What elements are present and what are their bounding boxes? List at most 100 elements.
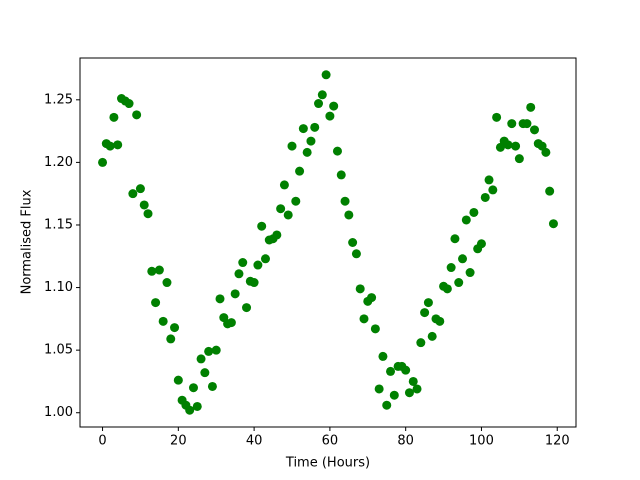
data-point [185,405,195,415]
data-point [321,70,331,80]
data-point [98,157,108,167]
data-point [105,141,115,151]
data-point [511,141,521,151]
data-point [332,146,342,156]
data-point [283,210,293,220]
data-point [253,260,263,270]
data-point [291,196,301,206]
x-tick-label: 40 [246,434,263,449]
data-point [109,112,119,122]
data-point [200,368,210,378]
data-point [329,101,339,111]
data-point [234,269,244,279]
plot-frame [79,57,577,428]
data-point [423,298,433,308]
data-point [348,238,358,247]
data-point [158,316,168,326]
data-point [162,278,172,288]
data-point [469,207,479,217]
data-point [310,122,320,132]
data-point [230,289,240,299]
x-tick-label: 100 [469,434,494,449]
data-point [484,175,494,185]
data-point [276,204,286,214]
data-point [242,303,252,313]
data-point [336,170,346,180]
data-point [545,186,555,196]
data-point [378,351,388,361]
data-point [302,147,312,157]
data-point [442,284,452,294]
data-point [139,200,149,210]
data-point [435,316,445,326]
data-point [412,384,422,394]
data-point [151,298,161,308]
data-point [367,293,377,303]
data-point [215,294,225,304]
data-point [124,99,134,109]
data-point [295,166,305,176]
data-point [204,346,214,356]
x-tick-label: 0 [98,434,106,449]
data-point [458,254,468,264]
data-point [461,215,471,225]
x-tick-label: 60 [322,434,339,449]
data-point [503,140,513,150]
data-point [226,318,236,328]
data-point [135,184,145,194]
data-point [306,136,316,146]
data-point [454,278,464,288]
data-point [389,390,399,400]
data-point [196,354,206,364]
data-point [450,234,460,244]
data-point [132,110,142,120]
x-axis-label: Time (Hours) [285,456,370,471]
data-point [113,140,123,150]
data-point [514,154,524,164]
data-point [192,401,202,411]
data-point [188,383,198,393]
data-point [173,375,183,385]
data-point [207,381,217,391]
data-point [465,268,475,278]
y-axis-label: Normalised Flux [20,189,35,294]
data-point [279,180,289,190]
data-point [314,99,324,109]
data-point [382,400,392,410]
data-point [416,338,426,348]
data-point [404,388,414,398]
data-point [374,384,384,394]
data-point [420,308,430,318]
data-point [238,258,248,268]
y-tick-label: 1.20 [44,155,73,170]
data-point [287,141,297,151]
data-point [492,112,502,122]
data-point [351,249,361,259]
data-point [340,196,350,206]
data-point [143,209,153,219]
data-point [298,124,308,134]
data-point [401,365,411,375]
data-point [211,345,221,355]
data-point [317,90,327,100]
data-point [170,323,180,333]
y-tick-label: 1.25 [44,92,73,107]
data-point [507,119,517,129]
data-point [325,111,335,121]
data-point [260,254,270,264]
data-point [476,239,486,249]
x-tick-label: 80 [397,434,414,449]
data-point [355,284,365,294]
data-point [526,102,536,112]
data-point [154,265,164,275]
data-point [272,230,282,240]
data-point [257,221,267,231]
y-tick-label: 1.00 [44,405,73,420]
data-point [522,119,532,129]
data-point [446,263,456,273]
y-tick-label: 1.10 [44,280,73,295]
x-tick-label: 20 [170,434,187,449]
data-point [249,278,259,288]
